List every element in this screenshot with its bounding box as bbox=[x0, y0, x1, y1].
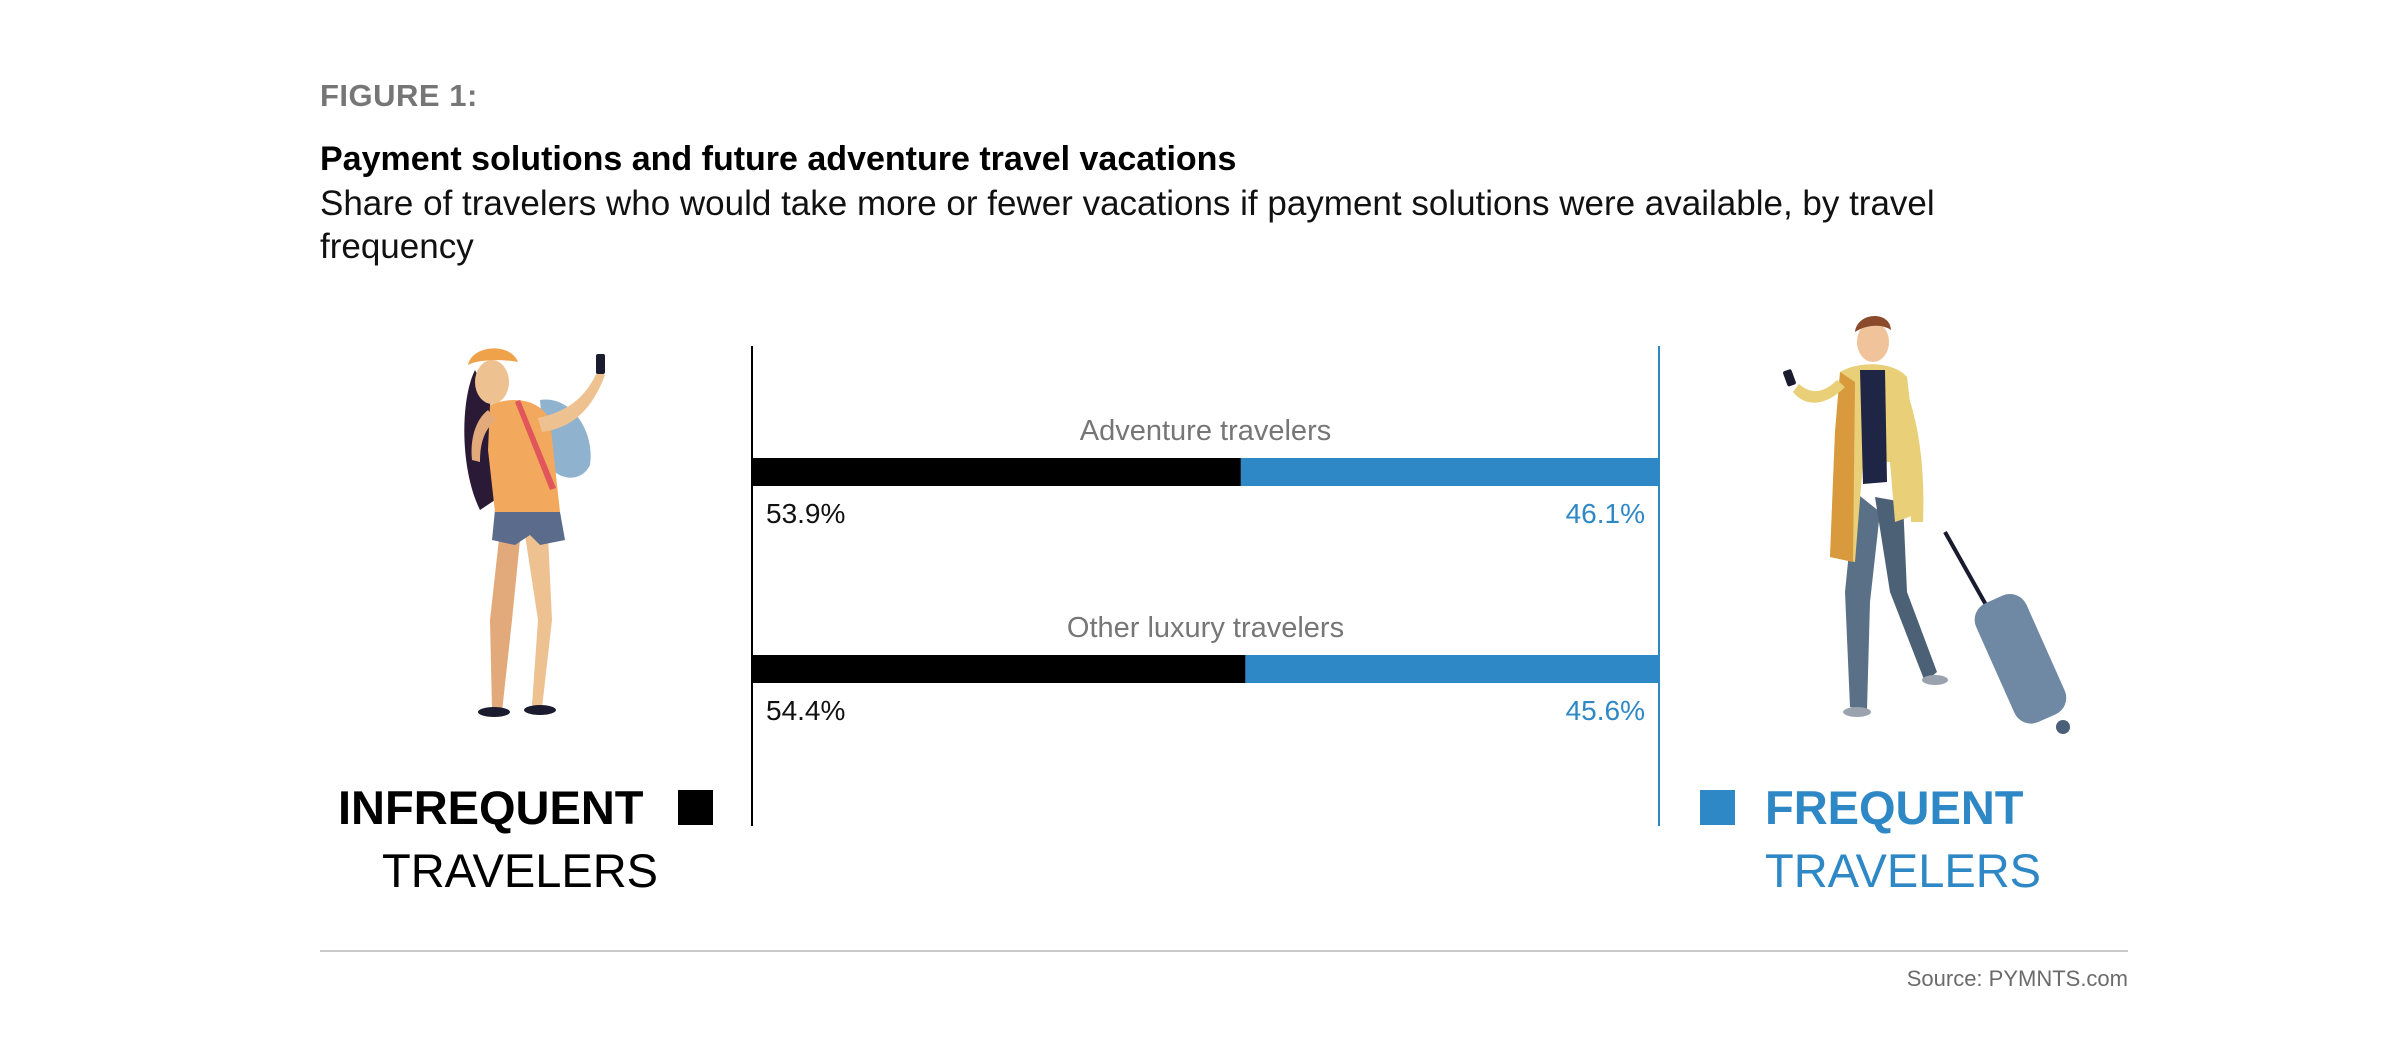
figure-label: FIGURE 1: bbox=[320, 78, 478, 113]
bar-infrequent-1 bbox=[752, 655, 1246, 683]
legend-infrequent-subtitle: TRAVELERS bbox=[382, 844, 658, 897]
bars-layer: Adventure travelers 53.9% 46.1% Other luxur… bbox=[752, 415, 1659, 726]
value-label-frequent: 45.6% bbox=[1566, 695, 1645, 726]
source-note: Source: PYMNTS.com bbox=[1906, 966, 2128, 991]
bar-frequent-1 bbox=[1245, 655, 1659, 683]
bar-infrequent-0 bbox=[752, 458, 1241, 486]
value-label-frequent: 46.1% bbox=[1566, 498, 1645, 529]
bar-frequent-0 bbox=[1240, 458, 1659, 486]
value-label-infrequent: 54.4% bbox=[766, 695, 845, 726]
legend-infrequent-title: INFREQUENT bbox=[338, 781, 644, 834]
man-traveler-illustration bbox=[1783, 315, 2070, 734]
legend-frequent-title: FREQUENT bbox=[1765, 781, 2024, 834]
legend-infrequent-swatch bbox=[678, 790, 713, 825]
chart-subtitle: Share of travelers who would take more o… bbox=[320, 184, 1935, 266]
chart-title: Payment solutions and future adventure t… bbox=[320, 140, 1237, 178]
legend-frequent-swatch bbox=[1700, 790, 1735, 825]
value-label-infrequent: 53.9% bbox=[766, 498, 845, 529]
legend-frequent-subtitle: TRAVELERS bbox=[1765, 844, 2041, 897]
woman-traveler-illustration bbox=[464, 348, 605, 717]
category-label: Adventure travelers bbox=[1080, 415, 1331, 447]
footer-divider bbox=[320, 950, 2128, 952]
category-label: Other luxury travelers bbox=[1067, 612, 1344, 644]
